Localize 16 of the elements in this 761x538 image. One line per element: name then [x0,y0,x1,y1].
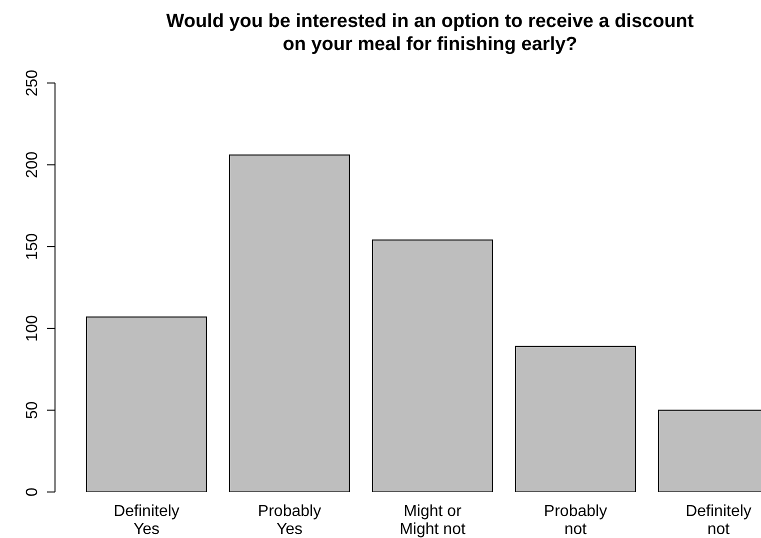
x-tick-label: Might or Might not [400,503,466,538]
x-tick-label: Probably Yes [258,503,322,538]
bar [372,240,493,492]
y-tick-label: 50 [24,401,41,420]
x-tick-label: Definitely not [686,503,752,538]
y-tick-label: 0 [24,487,41,496]
bar [86,316,207,492]
y-tick-label: 150 [24,233,41,260]
x-tick-label: Definitely Yes [114,503,180,538]
bar [514,346,636,492]
y-tick-label: 200 [24,151,41,178]
x-tick-label: Probably not [544,503,608,538]
y-tick-label: 100 [24,314,41,342]
chart-title: Would you be interested in an option to receive a discount on your meal for finishing early? [165,10,695,56]
y-tick-label: 250 [24,70,41,96]
bar [228,154,350,492]
